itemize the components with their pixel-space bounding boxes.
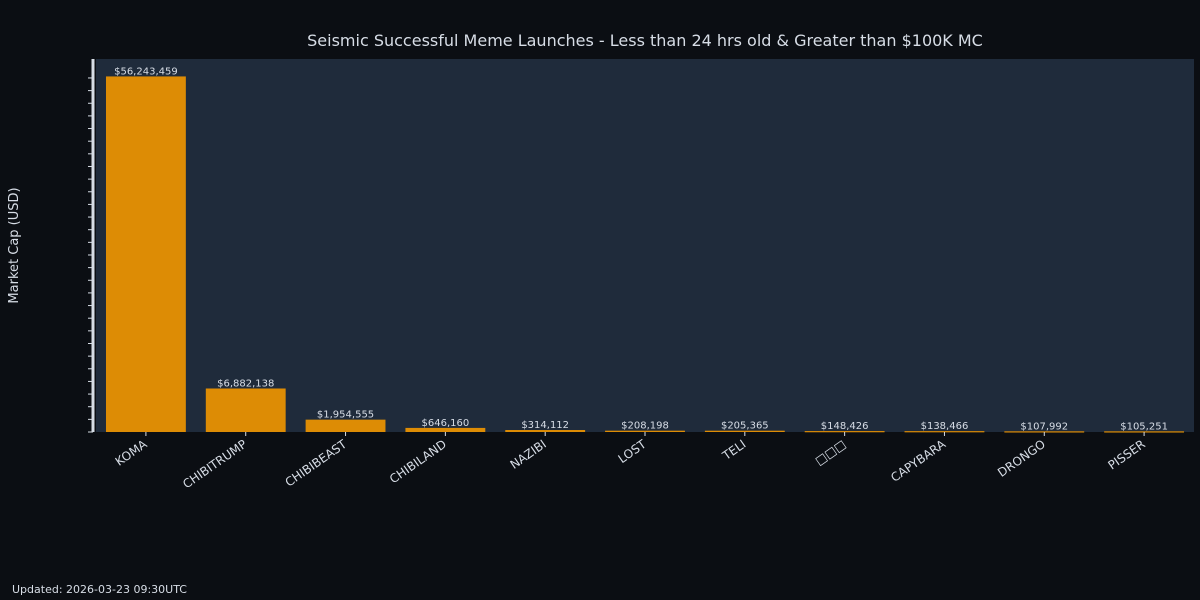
bar-value-label: $314,112 (521, 420, 569, 431)
bar-value-label: $646,160 (422, 418, 470, 429)
bar-6 (704, 430, 785, 432)
bar-2 (305, 419, 386, 432)
x-tick-label: NAZIBI (508, 437, 549, 472)
plot-area (96, 59, 1194, 432)
bar-7 (804, 431, 885, 433)
x-tick-label: LOST (616, 437, 650, 466)
x-tick-label: DRONGO (995, 437, 1048, 480)
bar-value-label: $107,992 (1020, 421, 1068, 432)
x-tick-label: PISSER (1105, 437, 1147, 473)
bar-3 (405, 427, 486, 432)
bar-value-label: $148,426 (821, 421, 869, 432)
x-tick-label: KOMA (113, 437, 151, 469)
x-axis-ticks: KOMA CHIBITRUMP CHIBIBEAST CHIBILAND NAZIBI L… (113, 432, 1148, 491)
bar-value-label: $105,251 (1120, 421, 1168, 432)
bar-8 (904, 431, 985, 433)
x-tick-label: CHIBIBEAST (283, 437, 350, 490)
bar-value-label: $138,466 (921, 421, 969, 432)
bar-value-label: $205,365 (721, 421, 769, 432)
bar-value-label: $208,198 (621, 421, 669, 432)
bar-value-label: $6,882,138 (217, 378, 274, 389)
x-tick-label: CAPYBARA (888, 437, 949, 485)
bar-9 (1004, 431, 1085, 433)
bar-value-label: $56,243,459 (114, 66, 178, 77)
bar-value-label: $1,954,555 (317, 410, 374, 421)
bar-4 (505, 430, 586, 432)
bar-1 (205, 388, 286, 432)
bar-0 (105, 76, 186, 433)
y-axis-label: Market Cap (USD) (7, 187, 22, 303)
bar-10 (1104, 431, 1185, 433)
bars: $56,243,459 $6,882,138 $1,954,555 $646,160 $… (105, 66, 1185, 433)
x-tick-label: CHIBITRUMP (180, 437, 249, 491)
updated-timestamp: Updated: 2026-03-23 09:30UTC (12, 583, 187, 596)
x-tick-label: CHIBILAND (387, 437, 449, 486)
x-tick-label: □□□ (812, 437, 848, 468)
y-axis-ticks (88, 59, 95, 433)
chart-title: Seismic Successful Meme Launches - Less … (307, 31, 983, 50)
x-tick-label: TELI (719, 437, 748, 463)
bar-5 (605, 430, 685, 432)
